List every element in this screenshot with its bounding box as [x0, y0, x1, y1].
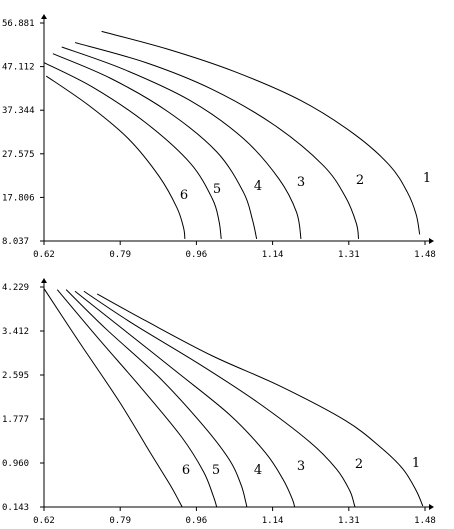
x-axis-arrow: [429, 238, 434, 244]
y-tick-label: 0.960: [2, 459, 29, 469]
curve-label-3: 3: [297, 175, 305, 190]
series-line-1: [101, 30, 421, 235]
x-tick-label: 0.62: [33, 516, 55, 526]
x-tick-label: 0.79: [109, 516, 131, 526]
series-line-2: [74, 42, 360, 240]
curve-label-5: 5: [213, 182, 221, 197]
y-tick-label: 8.037: [2, 237, 29, 247]
curve-label-6: 6: [182, 463, 190, 478]
chart-top: 0.62 0.79 0.96 1.14 1.31 1.48 8.037 17.806 27.57…: [2, 14, 436, 260]
series-line-2: [83, 290, 356, 508]
y-axis-arrow: [41, 278, 47, 283]
x-tick-label: 1.31: [338, 250, 360, 260]
series-line-5: [56, 289, 218, 508]
x-tick-label: 0.96: [186, 516, 208, 526]
x-tick-label: 0.96: [186, 250, 208, 260]
y-tick-label: 17.806: [2, 193, 35, 203]
curve-label-1: 1: [423, 171, 431, 186]
series-line-3: [61, 46, 302, 240]
y-tick-label: 47.112: [2, 63, 35, 73]
y-tick-label: 4.229: [2, 283, 29, 293]
x-tick-label: 0.62: [33, 250, 55, 260]
curve-label-2: 2: [355, 457, 363, 472]
x-tick-label: 1.31: [338, 516, 360, 526]
x-tick-label: 1.14: [262, 250, 284, 260]
x-tick-label: 1.48: [414, 250, 436, 260]
x-tick-label: 0.79: [109, 250, 131, 260]
series-line-6: [43, 288, 183, 508]
series-line-3: [74, 290, 296, 508]
curve-label-5: 5: [212, 463, 220, 478]
y-tick-label: 3.412: [2, 327, 29, 337]
curve-label-3: 3: [297, 459, 305, 474]
x-tick-label: 1.14: [262, 516, 284, 526]
curve-label-4: 4: [254, 463, 262, 478]
curve-label-2: 2: [356, 173, 364, 188]
curve-label-6: 6: [180, 188, 188, 203]
x-axis-arrow: [429, 504, 434, 510]
y-tick-label: 27.575: [2, 150, 35, 160]
y-tick-label: 2.595: [2, 371, 29, 381]
y-tick-label: 0.143: [2, 503, 29, 513]
series-line-6: [45, 75, 186, 239]
y-tick-label: 56.881: [2, 19, 35, 29]
y-tick-label: 37.344: [2, 106, 35, 116]
y-axis-arrow: [41, 14, 47, 19]
y-tick-label: 1.777: [2, 415, 29, 425]
curve-label-1: 1: [412, 456, 420, 471]
series-line-5: [43, 62, 222, 239]
series-line-1: [96, 293, 424, 507]
series-line-4: [52, 53, 258, 240]
x-tick-label: 1.48: [414, 516, 436, 526]
curve-label-4: 4: [254, 179, 262, 194]
series-line-4: [65, 289, 248, 508]
chart-bottom: 0.62 0.79 0.96 1.14 1.31 1.48 0.143 0.960 1.777 2…: [2, 278, 436, 526]
